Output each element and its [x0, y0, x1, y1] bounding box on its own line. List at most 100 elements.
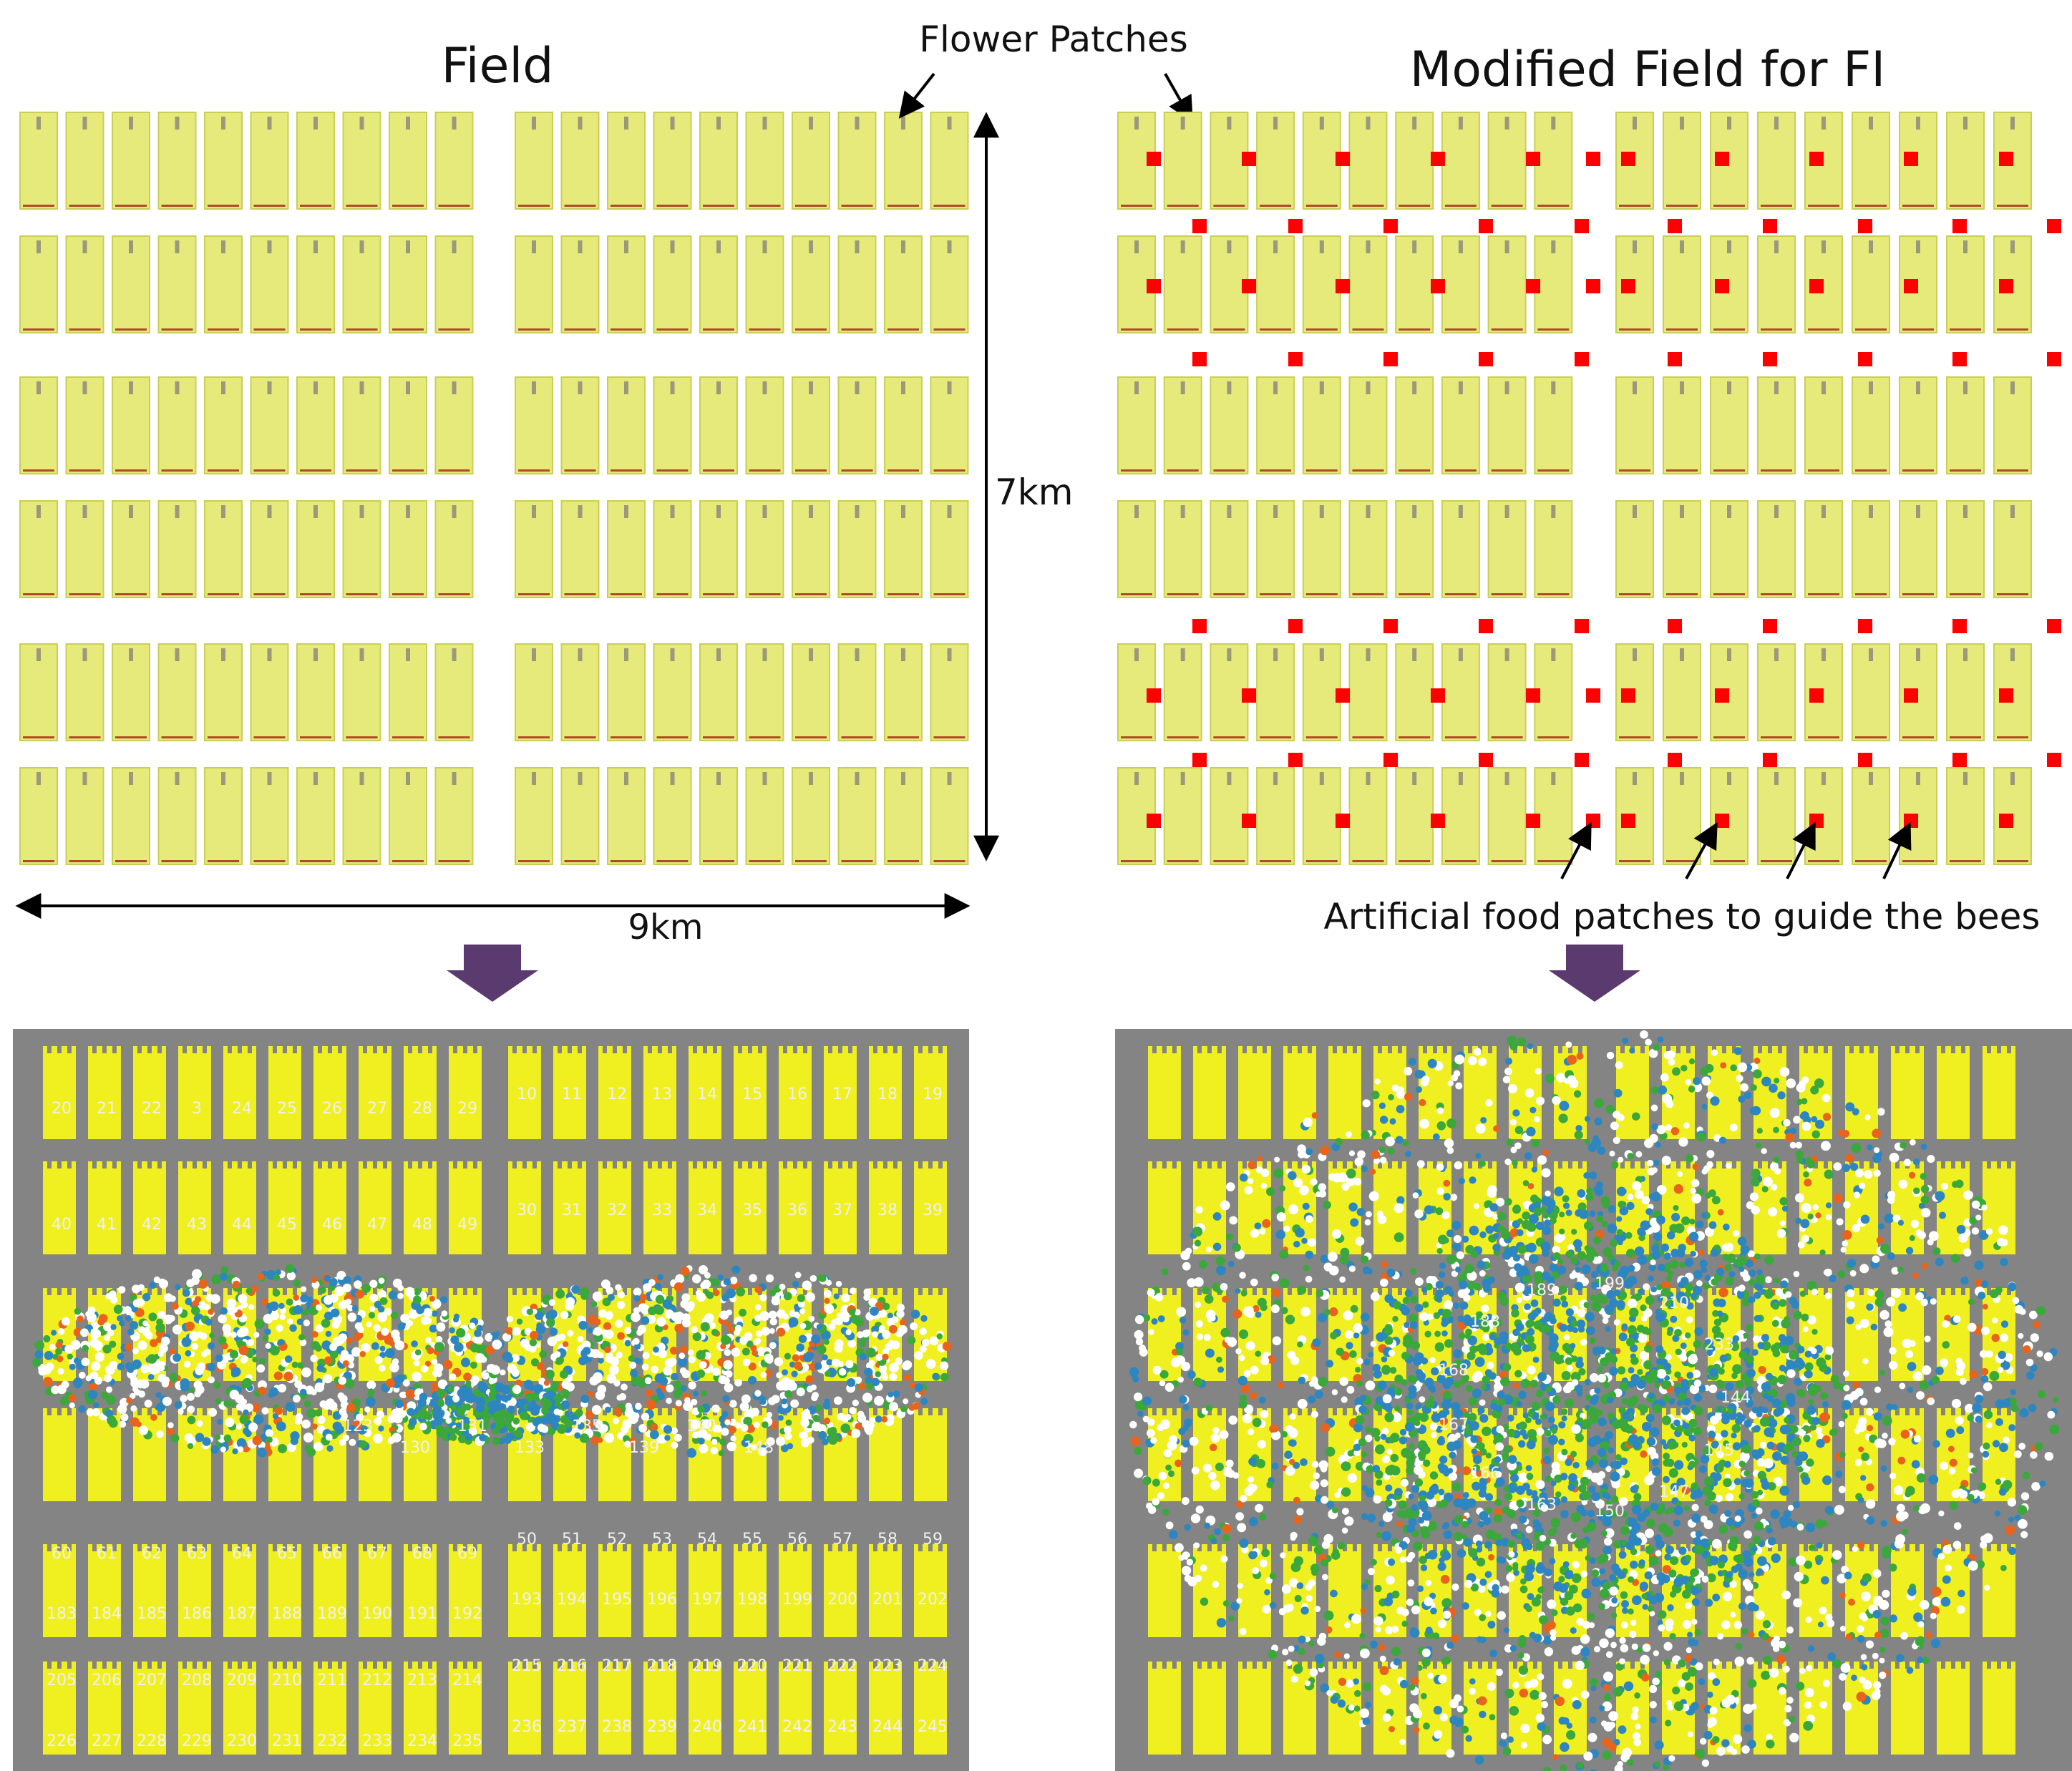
bee-dot: [182, 1289, 190, 1297]
bee-dot: [220, 1446, 227, 1453]
patch-notch: [828, 1408, 832, 1415]
patch-notch: [408, 1046, 412, 1053]
patch-notch: [1152, 1408, 1157, 1415]
patch-top-mark: [578, 381, 583, 394]
bee-dot: [1951, 1398, 1962, 1409]
patch-edge-mark: [1902, 205, 1934, 207]
patch-notch: [47, 1046, 52, 1053]
sim-patch: [1193, 1662, 1226, 1755]
bee-dot: [1594, 1646, 1600, 1653]
patch-top-mark: [1227, 505, 1232, 518]
patch-notch: [293, 1288, 297, 1295]
bee-dot: [656, 1387, 662, 1394]
bee-dot: [326, 1445, 334, 1452]
patch-edge-mark: [841, 469, 873, 472]
bee-dot: [314, 1382, 325, 1392]
bee-dot: [1559, 1211, 1565, 1218]
bee-dot: [1687, 1731, 1694, 1737]
bee-dot: [1608, 1711, 1619, 1722]
sim-patch: [88, 1662, 121, 1755]
sim-patch: [1845, 1544, 1878, 1637]
bee-dot: [451, 1405, 457, 1411]
patch-notch: [1568, 1408, 1572, 1415]
patch-notch: [137, 1408, 142, 1415]
sim-patch: [1983, 1662, 2015, 1755]
patch-top-mark: [1180, 240, 1185, 253]
bee-dot: [238, 1345, 249, 1355]
patch-notch: [512, 1288, 517, 1295]
bee-dot: [826, 1359, 833, 1366]
bee-dot: [161, 1380, 170, 1387]
bee-dot: [776, 1372, 782, 1379]
bee-dot: [784, 1390, 793, 1398]
patch-edge-mark: [1121, 469, 1152, 472]
bee-dot: [1220, 1555, 1228, 1563]
bee-dot: [1380, 1261, 1388, 1268]
patch-edge-mark: [1260, 328, 1292, 331]
sim-patch: [43, 1046, 76, 1139]
patch-top-mark: [670, 505, 675, 518]
bee-dot: [879, 1324, 885, 1332]
bee-dot: [301, 1419, 311, 1429]
patch-top-mark: [37, 648, 41, 661]
bee-dot: [1919, 1380, 1929, 1390]
patch-top-mark: [1680, 772, 1684, 785]
patch-notch: [147, 1408, 152, 1415]
bee-dot: [336, 1271, 346, 1280]
bee-dot: [505, 1432, 515, 1441]
bee-dot: [889, 1372, 898, 1381]
bee-dot: [759, 1311, 770, 1322]
bee-dot: [1815, 1212, 1821, 1219]
bee-dot: [257, 1447, 267, 1458]
bee-dot: [1715, 1494, 1723, 1503]
bee-dot: [872, 1331, 879, 1338]
patch-top-mark: [855, 505, 860, 518]
bee-dot: [618, 1392, 626, 1401]
patch-notch: [1478, 1662, 1482, 1669]
patch-notch: [283, 1662, 287, 1669]
bee-dot: [638, 1424, 648, 1433]
patch-notch: [568, 1544, 572, 1551]
patch-number: 240: [692, 1718, 722, 1736]
bee-dot: [492, 1427, 500, 1435]
patch-edge-mark: [1305, 469, 1338, 472]
patch-edge-mark: [1950, 469, 1981, 472]
bee-dot: [823, 1339, 830, 1345]
patch-top-mark: [1134, 240, 1139, 253]
patch-edge-mark: [1121, 593, 1152, 595]
artificial-food-patch: [1904, 279, 1918, 293]
bee-dot: [1479, 1614, 1487, 1621]
bee-dot: [663, 1425, 673, 1434]
bee-dot: [1786, 1697, 1794, 1704]
patch-top-mark: [624, 117, 628, 130]
patch-edge-mark: [1305, 593, 1338, 595]
patch-edge-mark: [703, 205, 734, 207]
bee-dot: [480, 1356, 487, 1363]
patch-top-mark: [1774, 772, 1779, 785]
bee-dot: [1438, 1619, 1446, 1629]
patch-top-mark: [670, 240, 675, 253]
bee-dot: [604, 1330, 614, 1340]
patch-notch: [157, 1544, 162, 1551]
bee-dot: [920, 1345, 927, 1353]
sim-patch: [404, 1161, 437, 1254]
bee-dot: [500, 1369, 506, 1376]
patch-edge-mark: [749, 328, 781, 331]
bee-dot: [273, 1274, 281, 1282]
bee-dot: [765, 1355, 774, 1364]
patch-notch: [453, 1544, 457, 1551]
bee-dot: [864, 1424, 874, 1434]
bee-dot: [453, 1313, 460, 1319]
patch-notch: [1197, 1046, 1202, 1053]
bee-dot: [847, 1339, 857, 1348]
patch-top-mark: [2010, 240, 2015, 253]
bee-dot: [663, 1366, 673, 1376]
patch-number: 54: [697, 1531, 717, 1548]
patch-top-mark: [1727, 505, 1731, 518]
bee-dot: [1247, 1428, 1255, 1435]
patch-notch: [648, 1288, 652, 1295]
patch-notch: [1951, 1161, 1955, 1169]
patch-edge-mark: [1666, 328, 1698, 331]
patch-top-mark: [1504, 381, 1509, 394]
bee-dot: [748, 1375, 757, 1385]
